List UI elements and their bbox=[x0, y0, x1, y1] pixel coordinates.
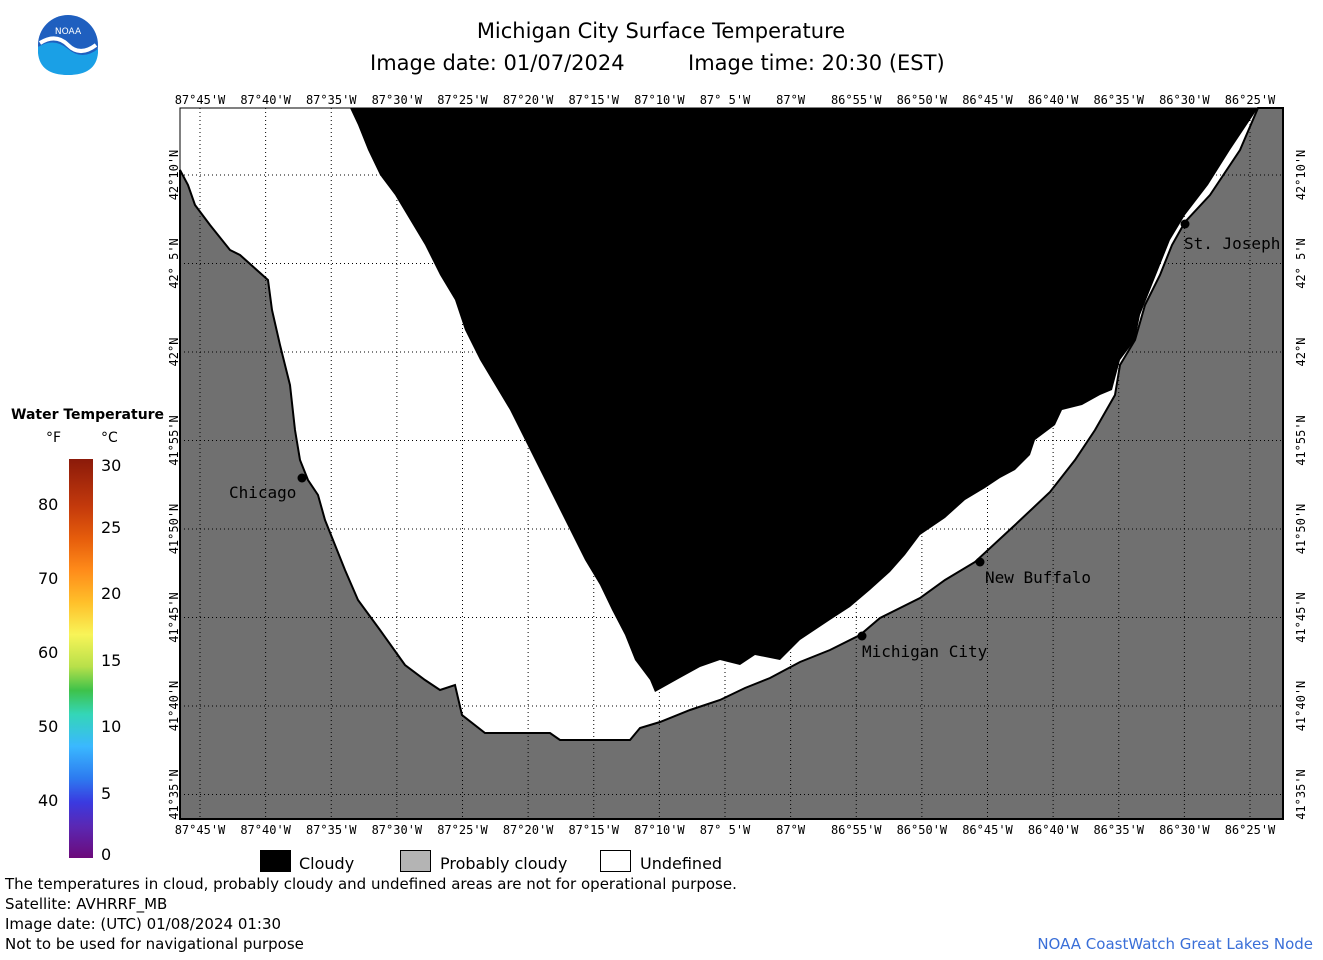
f-tick-50: 50 bbox=[38, 717, 59, 736]
lon-label: 87°W bbox=[776, 93, 806, 107]
lon-label: 87°35'W bbox=[306, 93, 357, 107]
lon-label: 86°45'W bbox=[962, 93, 1013, 107]
lon-label: 87°10'W bbox=[634, 823, 685, 837]
lon-label: 87° 5'W bbox=[700, 823, 751, 837]
f-tick-80: 80 bbox=[38, 495, 59, 514]
f-tick-40: 40 bbox=[38, 791, 59, 810]
lat-label: 42°N bbox=[167, 338, 181, 367]
lon-label: 87°45'W bbox=[175, 823, 226, 837]
c-tick-5: 5 bbox=[101, 784, 112, 803]
colorbar-unit-c: °C bbox=[101, 430, 118, 446]
lon-label: 86°25'W bbox=[1225, 823, 1276, 837]
lat-label: 41°50'N bbox=[167, 504, 181, 555]
st-joseph-marker bbox=[1180, 219, 1190, 229]
map-title: Michigan City Surface Temperature bbox=[476, 19, 846, 43]
logo-text: NOAA bbox=[55, 27, 82, 37]
lon-label: 86°55'W bbox=[831, 823, 882, 837]
c-tick-25: 25 bbox=[101, 518, 122, 537]
lat-label: 42°10'N bbox=[167, 150, 181, 201]
map-frame bbox=[179, 107, 1284, 820]
lon-label: 86°55'W bbox=[831, 93, 882, 107]
colorbar bbox=[69, 459, 93, 858]
lon-label: 87°25'W bbox=[437, 823, 488, 837]
legend-cloudy-swatch bbox=[260, 850, 291, 872]
graticule bbox=[180, 108, 1283, 819]
lon-label: 87° 5'W bbox=[700, 93, 751, 107]
lon-label: 87°15'W bbox=[568, 93, 619, 107]
lon-label: 86°40'W bbox=[1028, 823, 1079, 837]
lat-label: 41°35'N bbox=[1294, 769, 1308, 820]
footer-credit: NOAA CoastWatch Great Lakes Node bbox=[1037, 935, 1313, 953]
image-date: Image date: 01/07/2024 bbox=[370, 51, 625, 75]
lon-label: 87°20'W bbox=[503, 93, 554, 107]
lat-label: 41°55'N bbox=[1294, 415, 1308, 466]
legend-undefined-swatch bbox=[600, 850, 631, 872]
legend-probably-cloudy-swatch bbox=[400, 850, 431, 872]
lon-label: 87°20'W bbox=[503, 823, 554, 837]
lon-label: 87°40'W bbox=[240, 823, 291, 837]
lat-label: 41°50'N bbox=[1294, 504, 1308, 555]
c-tick-15: 15 bbox=[101, 651, 122, 670]
lon-label: 86°35'W bbox=[1093, 823, 1144, 837]
legend-undefined-label: Undefined bbox=[640, 854, 723, 873]
lon-label: 87°35'W bbox=[306, 823, 357, 837]
footer-utc-date: Image date: (UTC) 01/08/2024 01:30 bbox=[5, 915, 282, 933]
lon-label: 86°40'W bbox=[1028, 93, 1079, 107]
land-area bbox=[179, 107, 1284, 820]
lon-label: 87°30'W bbox=[372, 93, 423, 107]
lon-label: 87°W bbox=[776, 823, 806, 837]
colorbar-unit-f: °F bbox=[46, 430, 62, 446]
lat-label: 42°10'N bbox=[1294, 150, 1308, 201]
lon-labels-bottom: 87°45'W 87°40'W 87°35'W 87°30'W 87°25'W 87°20… bbox=[175, 823, 1276, 837]
lat-label: 41°40'N bbox=[167, 681, 181, 732]
legend-cloudy-label: Cloudy bbox=[299, 854, 355, 873]
lon-label: 86°45'W bbox=[962, 823, 1013, 837]
lat-label: 42° 5'N bbox=[1294, 238, 1308, 289]
chicago-label: Chicago bbox=[229, 483, 296, 502]
new-buffalo-label: New Buffalo bbox=[985, 568, 1091, 587]
michigan-city-label: Michigan City bbox=[862, 642, 988, 661]
lat-label: 41°35'N bbox=[167, 769, 181, 820]
legend-probably-cloudy-label: Probably cloudy bbox=[440, 854, 568, 873]
lon-label: 86°35'W bbox=[1093, 93, 1144, 107]
footer-satellite: Satellite: AVHRRF_MB bbox=[5, 895, 168, 913]
f-tick-70: 70 bbox=[38, 569, 59, 588]
c-tick-20: 20 bbox=[101, 584, 122, 603]
c-tick-10: 10 bbox=[101, 717, 122, 736]
colorbar-title: Water Temperature bbox=[11, 407, 165, 423]
lat-label: 41°45'N bbox=[167, 592, 181, 643]
lat-label: 41°40'N bbox=[1294, 681, 1308, 732]
lon-label: 86°30'W bbox=[1159, 93, 1210, 107]
noaa-logo: NOAA bbox=[38, 15, 98, 75]
new-buffalo-marker bbox=[975, 557, 985, 567]
michigan-city-marker bbox=[857, 631, 867, 641]
lon-label: 87°45'W bbox=[175, 93, 226, 107]
lat-label: 42° 5'N bbox=[167, 238, 181, 289]
lat-label: 41°45'N bbox=[1294, 592, 1308, 643]
c-tick-30: 30 bbox=[101, 456, 122, 475]
image-time: Image time: 20:30 (EST) bbox=[688, 51, 945, 75]
lon-label: 86°25'W bbox=[1225, 93, 1276, 107]
lat-labels-left: 42°10'N 42° 5'N 42°N 41°55'N 41°50'N 41°45'N 4… bbox=[167, 150, 181, 820]
lon-label: 87°10'W bbox=[634, 93, 685, 107]
chicago-marker bbox=[297, 473, 307, 483]
lat-label: 42°N bbox=[1294, 338, 1308, 367]
lon-label: 86°30'W bbox=[1159, 823, 1210, 837]
lon-label: 87°40'W bbox=[240, 93, 291, 107]
lon-label: 86°50'W bbox=[897, 823, 948, 837]
cloud-area bbox=[350, 108, 1258, 692]
lat-labels-right: 42°10'N 42° 5'N 42°N 41°55'N 41°50'N 41°45'N 4… bbox=[1294, 150, 1308, 820]
lat-label: 41°55'N bbox=[167, 415, 181, 466]
c-tick-0: 0 bbox=[101, 845, 112, 864]
lon-label: 86°50'W bbox=[897, 93, 948, 107]
lon-labels-top: 87°45'W 87°40'W 87°35'W 87°30'W 87°25'W 87°20… bbox=[175, 93, 1276, 107]
lon-label: 87°15'W bbox=[568, 823, 619, 837]
lon-label: 87°25'W bbox=[437, 93, 488, 107]
f-tick-60: 60 bbox=[38, 643, 59, 662]
lon-label: 87°30'W bbox=[372, 823, 423, 837]
st-joseph-label: St. Joseph bbox=[1184, 234, 1280, 253]
footer-disclaimer: The temperatures in cloud, probably clou… bbox=[5, 875, 737, 893]
footer-navigation-note: Not to be used for navigational purpose bbox=[5, 935, 304, 953]
